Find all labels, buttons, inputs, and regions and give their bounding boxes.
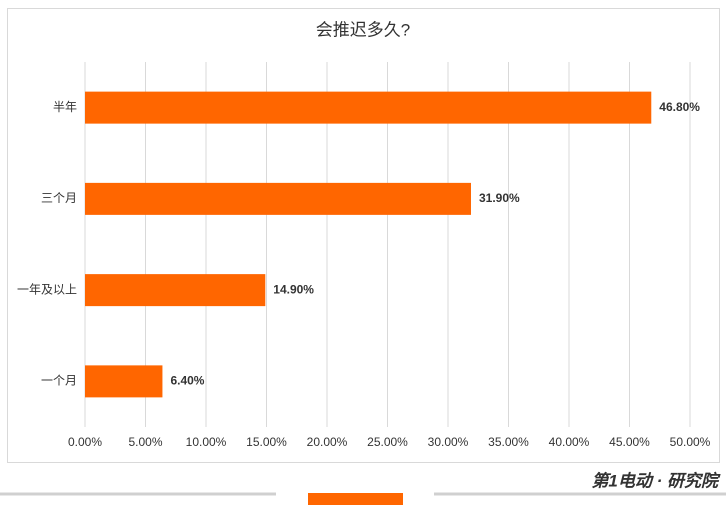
value-label: 6.40% xyxy=(170,374,204,388)
y-tick-label: 半年 xyxy=(53,100,77,114)
y-tick-label: 一年及以上 xyxy=(17,282,77,296)
chart-title: 会推迟多久? xyxy=(316,20,410,39)
x-tick-label: 45.00% xyxy=(609,435,650,449)
value-label: 31.90% xyxy=(479,191,520,205)
y-tick-label: 三个月 xyxy=(41,191,77,205)
x-tick-label: 5.00% xyxy=(128,435,162,449)
x-tick-label: 25.00% xyxy=(367,435,408,449)
bar xyxy=(85,91,652,124)
x-tick-label: 30.00% xyxy=(428,435,469,449)
brand: 第1电动 · 研究院 xyxy=(591,471,721,490)
bar xyxy=(85,182,471,215)
y-tick-label: 一个月 xyxy=(41,374,77,388)
x-tick-label: 35.00% xyxy=(488,435,529,449)
x-tick-label: 0.00% xyxy=(68,435,102,449)
x-tick-label: 50.00% xyxy=(670,435,711,449)
value-label: 14.90% xyxy=(273,282,314,296)
bar xyxy=(85,365,163,398)
x-tick-label: 20.00% xyxy=(307,435,348,449)
value-label: 46.80% xyxy=(659,100,700,114)
footer-accent xyxy=(308,493,403,505)
x-tick-label: 15.00% xyxy=(246,435,287,449)
x-tick-label: 10.00% xyxy=(186,435,227,449)
x-tick-label: 40.00% xyxy=(549,435,590,449)
bar xyxy=(85,274,266,307)
